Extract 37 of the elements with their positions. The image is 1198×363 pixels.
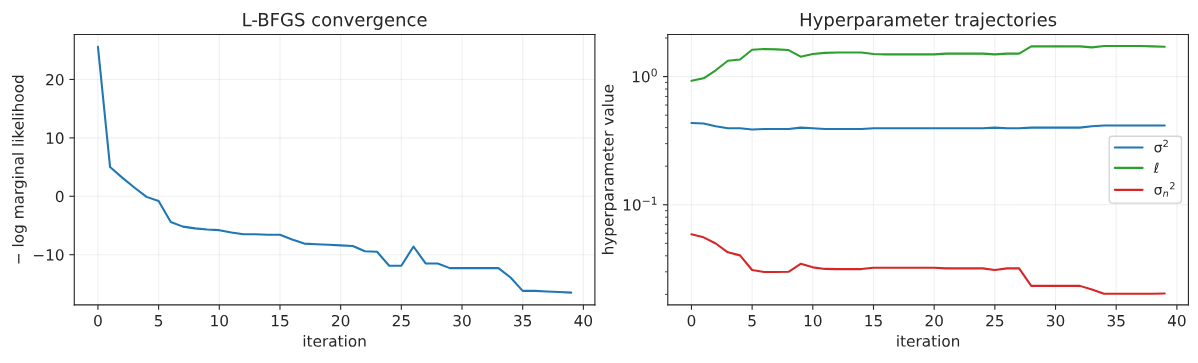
x-tick-label: 40	[574, 314, 593, 327]
x-tick-label: 40	[1167, 314, 1186, 327]
x-tick-label: 5	[748, 315, 756, 327]
chart-title: Hyperparameter trajectories	[800, 12, 1057, 30]
x-tick-label: 15	[271, 315, 289, 327]
line-series	[690, 233, 1166, 295]
x-tick-label: 20	[332, 314, 350, 327]
x-tick-label: 10	[804, 314, 822, 327]
x-tick-label: 0	[687, 314, 696, 327]
y-tick-label: 10	[46, 132, 64, 144]
line-series	[96, 45, 573, 294]
legend-label: ℓ	[1153, 162, 1159, 173]
x-tick-label: 25	[392, 314, 410, 327]
y-tick-label: 10$^{0}$	[632, 68, 657, 83]
x-tick-label: 20	[925, 314, 943, 327]
x-tick-label: 25	[986, 314, 1004, 327]
x-tick-label: 15	[865, 315, 882, 327]
y-tick-label: 10$^{−1}$	[623, 196, 657, 211]
x-tick-label: 5	[154, 315, 163, 327]
y-axis-title: − log marginal likelihood	[11, 75, 27, 264]
line-series	[690, 122, 1166, 131]
legend-label: σ$_{n}$$^{2}$	[1154, 182, 1175, 197]
y-axis-title: hyperparameter value	[601, 84, 617, 254]
x-tick-label: 35	[1107, 314, 1125, 327]
chart-title: L-BFGS convergence	[243, 12, 427, 30]
x-tick-label: 35	[514, 314, 532, 327]
x-tick-label: 10	[211, 314, 228, 327]
x-axis-title: iteration	[303, 334, 366, 347]
x-tick-label: 30	[453, 314, 471, 327]
y-tick-label: −10	[33, 249, 64, 261]
legend-label: σ$^{2}$	[1154, 139, 1168, 153]
x-axis-title: iteration	[897, 334, 960, 347]
x-tick-label: 30	[1046, 314, 1065, 327]
x-tick-label: 0	[94, 314, 102, 327]
y-tick-label: 20	[46, 73, 64, 86]
y-tick-label: 0	[55, 190, 64, 203]
line-series	[690, 45, 1166, 82]
